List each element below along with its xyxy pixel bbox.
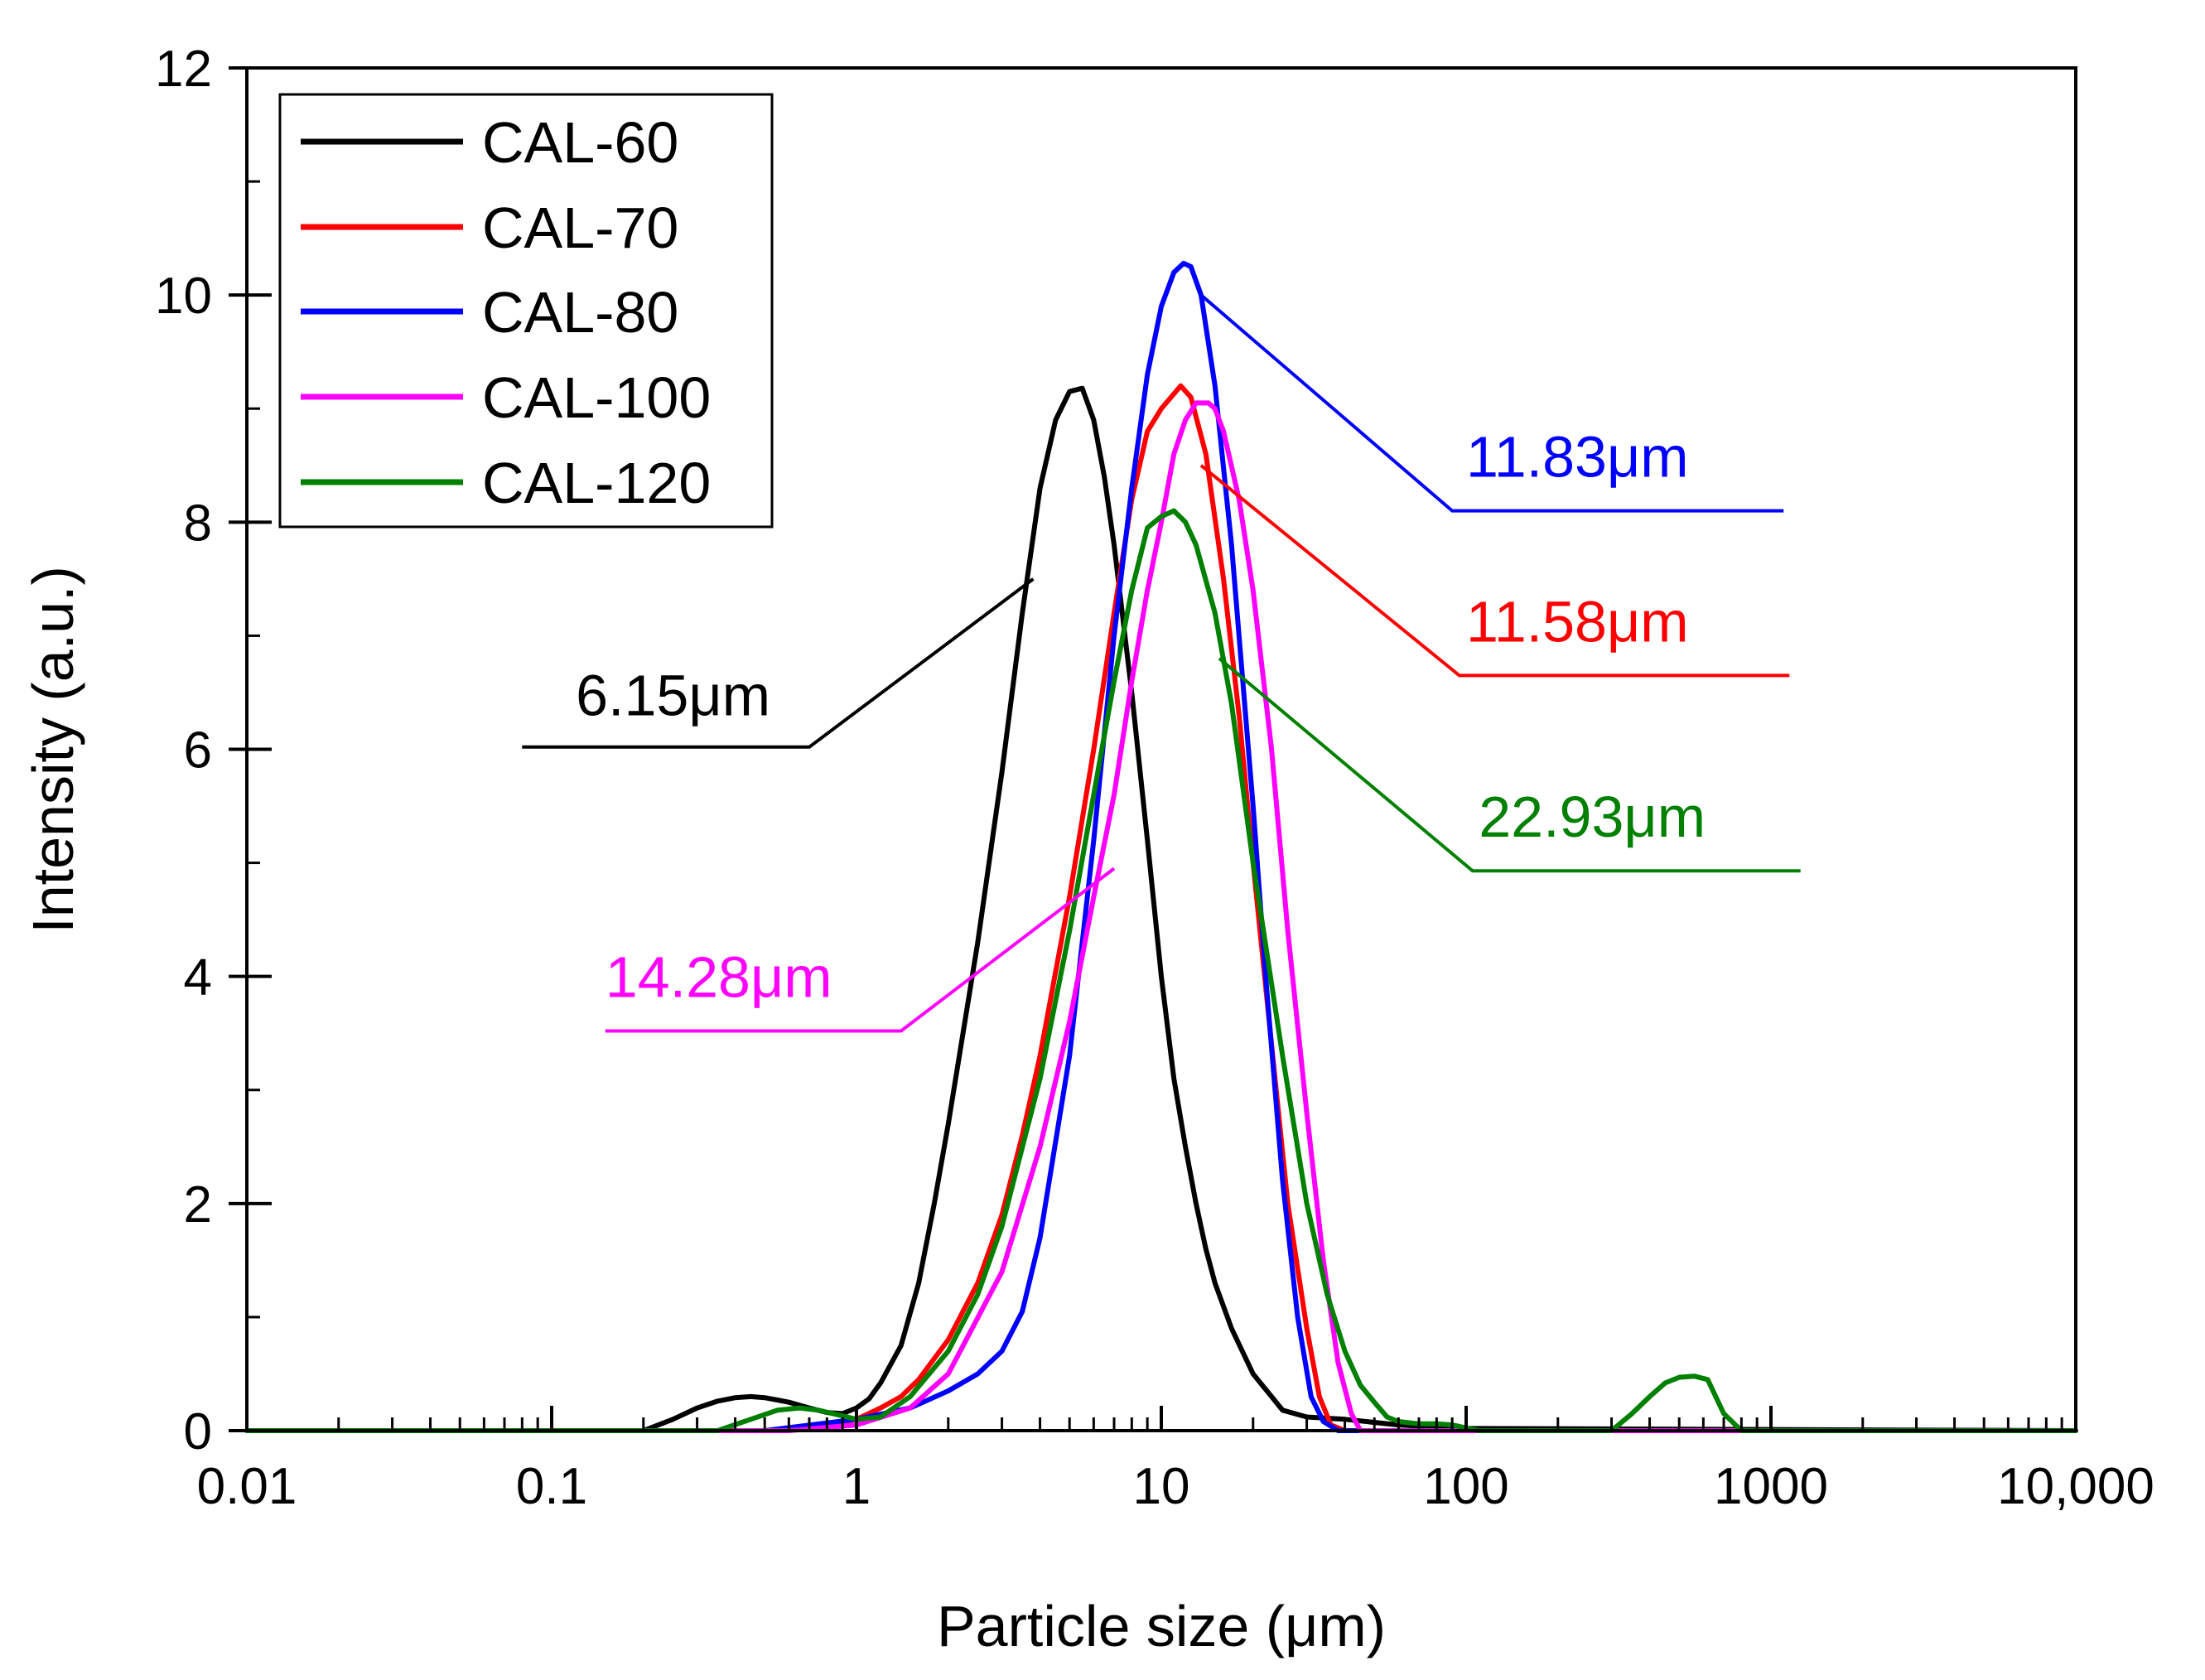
annotation-label: 11.58μm — [1466, 589, 1689, 654]
y-tick-label: 0 — [184, 1403, 212, 1460]
y-tick-label: 8 — [184, 495, 212, 552]
annotation-label: 6.15μm — [576, 663, 770, 727]
annotation-label: 11.83μm — [1466, 425, 1689, 490]
x-tick-label: 1000 — [1714, 1458, 1828, 1515]
series-line-cal-100 — [244, 400, 2078, 1433]
y-tick-label: 4 — [184, 949, 212, 1007]
x-tick-label: 1 — [842, 1458, 871, 1515]
x-tick-label: 10 — [1133, 1458, 1190, 1515]
x-tick-label: 10,000 — [1997, 1458, 2154, 1515]
annotation-leader-line — [605, 867, 1116, 1033]
annotation-layer: 6.15μm 14.28μm 11.83μm 11.58μm 22.93μm — [522, 293, 1801, 1033]
legend-label-cal-80: CAL-80 — [482, 280, 678, 345]
y-axis-title: Intensity (a.u.) — [21, 566, 85, 934]
legend-label-cal-120: CAL-120 — [482, 451, 711, 515]
x-tick-label: 0.01 — [197, 1458, 297, 1515]
annotation-label: 14.28μm — [606, 944, 832, 1009]
legend-label-cal-100: CAL-100 — [482, 365, 711, 430]
y-tick-label: 12 — [155, 41, 212, 98]
series-layer — [244, 260, 2078, 1433]
series-line-cal-120 — [244, 508, 2078, 1433]
legend: CAL-60 CAL-70 CAL-80 CAL-100 CAL-120 — [278, 93, 774, 529]
series-line-cal-80 — [244, 260, 2078, 1433]
x-axis-title: Particle size (μm) — [937, 1594, 1386, 1658]
y-tick-label: 6 — [184, 722, 212, 780]
y-tick-label: 10 — [155, 268, 212, 325]
series-line-cal-60 — [244, 385, 2078, 1433]
x-tick-label: 100 — [1423, 1458, 1508, 1515]
annotation-leader-line — [1199, 464, 1790, 678]
x-tick-label: 0.1 — [516, 1458, 587, 1515]
y-tick-label: 2 — [184, 1176, 212, 1233]
legend-label-cal-60: CAL-60 — [482, 110, 678, 175]
annotation-label: 22.93μm — [1479, 784, 1706, 849]
annotation-leader-line — [1199, 293, 1784, 513]
tick-layer: 0.01 0.1 1 10 100 1000 10,000 0 2 4 6 8 10 12 — [155, 41, 2154, 1515]
legend-label-cal-70: CAL-70 — [482, 196, 678, 260]
annotation-leader-line — [522, 577, 1035, 749]
annotation-leader-line — [1218, 657, 1801, 873]
